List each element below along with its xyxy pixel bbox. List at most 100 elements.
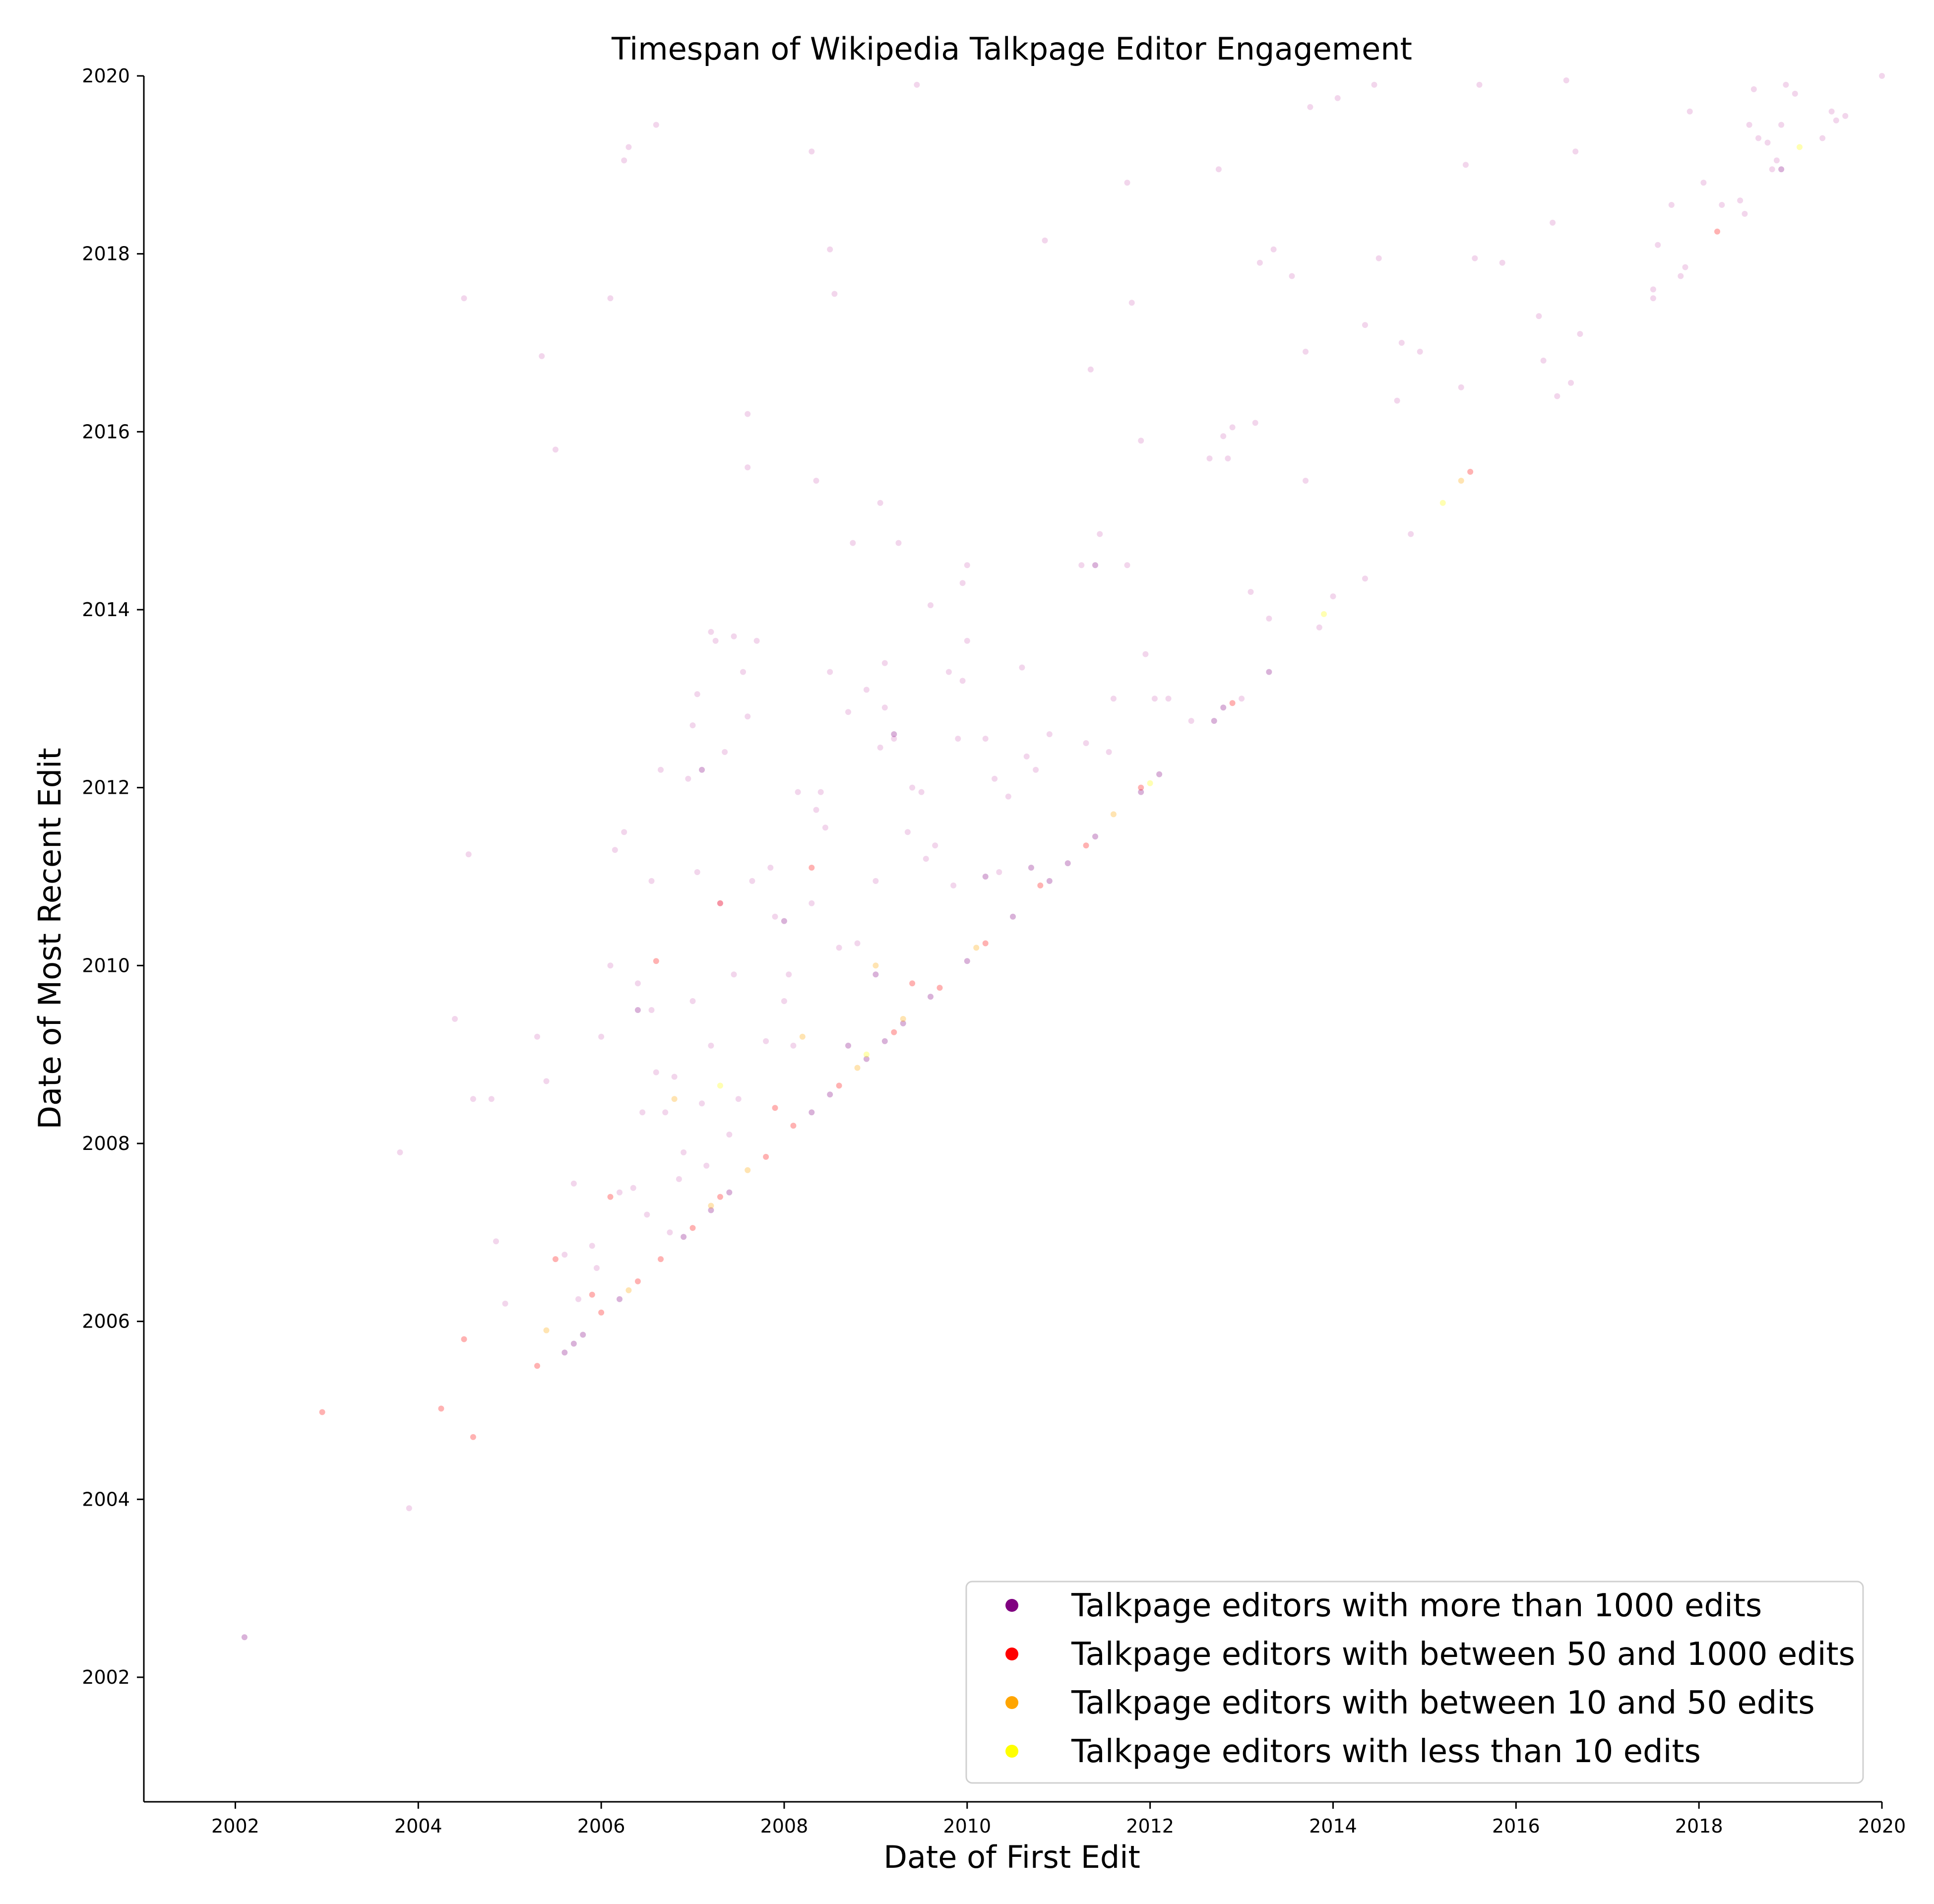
scatter-point (1550, 219, 1556, 226)
scatter-point (1362, 322, 1368, 328)
scatter-point (1686, 108, 1693, 115)
scatter-point-series-1 (580, 1332, 586, 1338)
scatter-point (1398, 340, 1405, 346)
scatter-point (1239, 696, 1245, 702)
scatter-point-series-2 (598, 1309, 605, 1316)
scatter-point (873, 878, 879, 884)
scatter-point (1828, 108, 1835, 115)
scatter-point-series-2 (1083, 842, 1089, 849)
x-tick-label: 2014 (1309, 1815, 1357, 1837)
scatter-point (552, 446, 559, 453)
scatter-point (1879, 73, 1885, 79)
scatter-point (964, 637, 970, 644)
scatter-point (1289, 273, 1295, 279)
scatter-point-series-2 (772, 1105, 778, 1111)
scatter-point-series-1 (1211, 718, 1217, 724)
scatter-point (809, 148, 815, 155)
scatter-point (1819, 135, 1826, 141)
y-tick-label: 2008 (82, 1133, 130, 1154)
scatter-point (465, 851, 472, 858)
scatter-point-series-3 (625, 1287, 632, 1293)
scatter-point-series-4 (1147, 780, 1153, 786)
scatter-point-series-1 (1138, 789, 1144, 795)
scatter-point (1737, 197, 1744, 204)
scatter-point-series-1 (699, 766, 705, 773)
scatter-point (731, 633, 737, 639)
chart-title: Timespan of Wikipedia Talkpage Editor En… (611, 31, 1412, 67)
scatter-point (1106, 749, 1112, 755)
scatter-point (831, 291, 838, 297)
scatter-point (1572, 148, 1579, 155)
scatter-point (470, 1096, 476, 1102)
scatter-point (1462, 162, 1469, 168)
scatter-point-series-1 (1092, 562, 1098, 569)
scatter-point (1458, 384, 1464, 390)
scatter-point (1769, 166, 1775, 173)
scatter-point-series-2 (717, 1194, 723, 1200)
scatter-point (1783, 81, 1789, 88)
scatter-point-series-3 (671, 1096, 678, 1102)
scatter-point (1742, 211, 1748, 217)
scatter-point (667, 1229, 673, 1236)
scatter-point (1678, 273, 1684, 279)
scatter-point-series-2 (1714, 228, 1720, 235)
scatter-point (694, 691, 700, 698)
x-axis-label: Date of First Edit (883, 1839, 1140, 1875)
scatter-point (909, 784, 916, 791)
scatter-point (634, 980, 641, 987)
scatter-point-series-4 (1797, 144, 1803, 150)
scatter-point (1746, 122, 1752, 128)
scatter-point (964, 562, 970, 569)
scatter-point (1750, 86, 1757, 92)
scatter-point (1540, 357, 1547, 364)
x-tick-label: 2012 (1126, 1815, 1174, 1837)
scatter-point (621, 829, 627, 835)
x-tick-label: 2004 (394, 1815, 442, 1837)
scatter-point-series-1 (1064, 860, 1071, 867)
scatter-point (575, 1296, 581, 1302)
scatter-point (1682, 264, 1688, 270)
scatter-point (653, 1069, 659, 1076)
scatter-point-series-3 (973, 945, 980, 951)
legend-box (965, 1581, 1864, 1784)
scatter-point (1303, 478, 1309, 484)
scatter-point-series-2 (809, 865, 815, 871)
scatter-point (749, 878, 755, 884)
scatter-point (717, 900, 723, 906)
scatter-point (570, 1180, 577, 1187)
y-tick-label: 2002 (82, 1666, 130, 1688)
y-axis-label: Date of Most Recent Edit (32, 748, 68, 1129)
scatter-point-series-3 (854, 1065, 861, 1071)
scatter-point (712, 637, 719, 644)
scatter-point (996, 869, 1002, 875)
scatter-point (753, 637, 760, 644)
scatter-point-series-3 (708, 1203, 714, 1209)
scatter-point (1138, 438, 1144, 444)
scatter-point (735, 1096, 742, 1102)
scatter-point-series-1 (845, 1042, 851, 1049)
scatter-point-series-3 (543, 1327, 550, 1333)
scatter-point (881, 660, 888, 666)
y-tick-label: 2012 (82, 777, 130, 799)
scatter-point (488, 1096, 495, 1102)
scatter-point-series-2 (470, 1434, 476, 1440)
scatter-point-series-4 (863, 1051, 870, 1058)
scatter-point-series-1 (681, 1234, 687, 1240)
scatter-point-series-3 (799, 1033, 806, 1040)
scatter-point (932, 842, 938, 849)
scatter-point-series-2 (438, 1405, 444, 1412)
scatter-point-series-2 (534, 1363, 540, 1369)
scatter-point-series-2 (653, 958, 659, 964)
scatter-point-series-1 (1092, 833, 1098, 840)
scatter-point-series-1 (1156, 771, 1163, 777)
scatter-point (745, 464, 751, 471)
scatter-point (1124, 180, 1130, 186)
x-tick-label: 2016 (1492, 1815, 1540, 1837)
scatter-point (877, 744, 883, 751)
legend-label: Talkpage editors with between 10 and 50 … (1071, 1685, 1815, 1721)
y-tick-label: 2006 (82, 1311, 130, 1333)
scatter-point (1792, 90, 1798, 97)
scatter-point (772, 913, 778, 920)
scatter-point-series-3 (900, 1015, 906, 1022)
scatter-point-series-2 (936, 985, 943, 991)
